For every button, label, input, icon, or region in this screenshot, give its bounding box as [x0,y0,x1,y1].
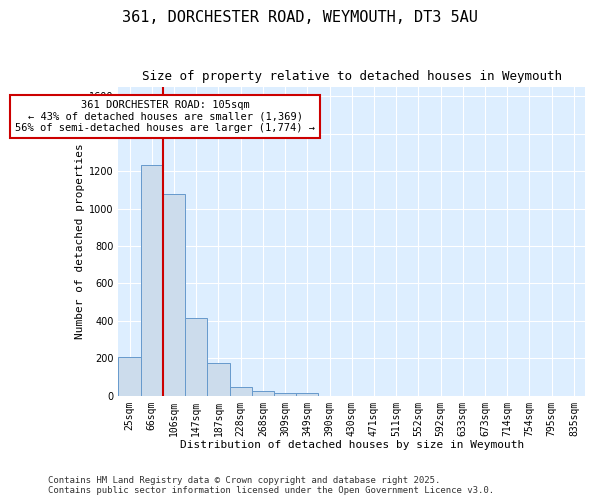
Bar [252,391,274,396]
Text: Contains HM Land Registry data © Crown copyright and database right 2025.
Contai: Contains HM Land Registry data © Crown c… [48,476,494,495]
Bar [118,358,141,396]
Bar [230,386,252,396]
Y-axis label: Number of detached properties: Number of detached properties [75,144,85,339]
Bar [296,394,319,396]
Bar [163,194,185,396]
Title: Size of property relative to detached houses in Weymouth: Size of property relative to detached ho… [142,70,562,83]
Bar [208,363,230,396]
Bar [141,164,163,396]
X-axis label: Distribution of detached houses by size in Weymouth: Distribution of detached houses by size … [179,440,524,450]
Bar [274,392,296,396]
Text: 361 DORCHESTER ROAD: 105sqm
← 43% of detached houses are smaller (1,369)
56% of : 361 DORCHESTER ROAD: 105sqm ← 43% of det… [15,100,315,133]
Text: 361, DORCHESTER ROAD, WEYMOUTH, DT3 5AU: 361, DORCHESTER ROAD, WEYMOUTH, DT3 5AU [122,10,478,25]
Bar [185,318,208,396]
